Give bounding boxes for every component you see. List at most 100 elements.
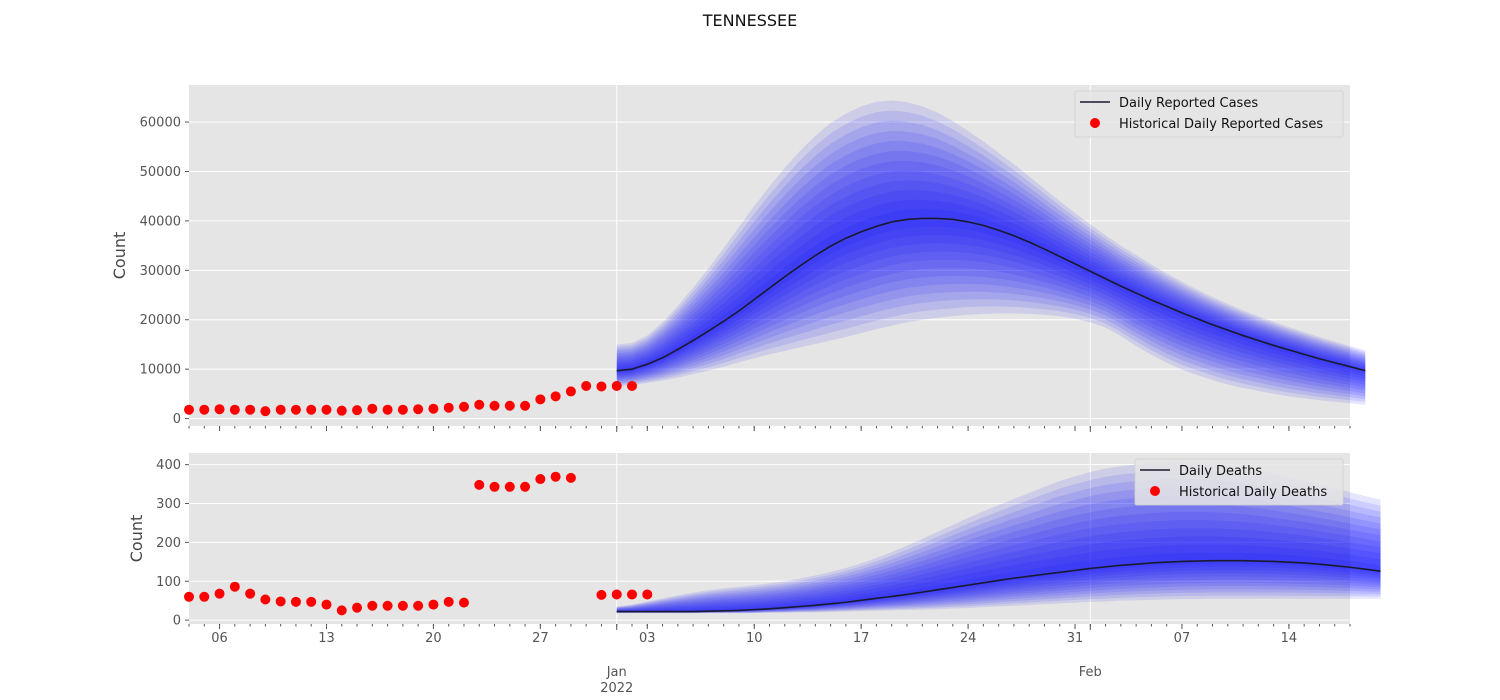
top-median-line: [616, 217, 1366, 372]
top-forecast-band: [616, 130, 1366, 397]
top-panel: 0 10000 20000 30000 40000 50000 60000 Count Da…: [110, 85, 1366, 432]
top-forecast-band: [616, 180, 1366, 383]
bottom-legend-box: [1134, 458, 1344, 506]
top-historical-point: [184, 404, 194, 415]
bot-historical-point: [474, 479, 485, 490]
bot-historical-point: [565, 472, 576, 483]
top-historical-point: [520, 400, 531, 411]
top-historical-point: [321, 404, 332, 415]
top-historical-point: [245, 404, 256, 415]
top-historical-point: [199, 404, 210, 415]
bot-forecast-band: [616, 536, 1381, 612]
bot-historical-point: [550, 471, 561, 482]
bot-historical-point: [642, 589, 653, 600]
top-historical-point: [535, 394, 546, 405]
top-y-tick-label: 10000: [140, 363, 181, 378]
top-historical-point: [581, 380, 592, 391]
bot-historical-point: [214, 588, 225, 599]
top-y-axis-label: Count: [110, 232, 129, 280]
bot-forecast-band: [616, 528, 1381, 613]
bot-historical-point: [275, 596, 286, 607]
month-label: Jan: [606, 665, 627, 680]
bot-historical-point: [306, 596, 317, 607]
bot-historical-point: [428, 599, 439, 610]
top-historical-point: [458, 401, 469, 412]
top-historical-point: [428, 403, 439, 414]
bottom-panel: 0 100 200 300 400 06 13 20 27 03 10 17 24 31 07 14 Cou…: [127, 453, 1381, 646]
month-label: Feb: [1079, 665, 1102, 680]
x-tick-label: 13: [318, 631, 335, 646]
bot-forecast-band: [616, 478, 1381, 613]
top-historical-points: [184, 380, 638, 417]
bottom-historical-points: [184, 471, 653, 616]
bot-historical-point: [520, 481, 531, 492]
top-legend-box: [1074, 90, 1344, 138]
top-forecast-band: [616, 140, 1366, 394]
bot-historical-point: [535, 474, 546, 485]
top-y-tick-label: 0: [173, 412, 181, 427]
top-forecast-band: [616, 110, 1366, 402]
bot-y-tick-label: 400: [156, 458, 181, 473]
bot-forecast-band: [616, 470, 1381, 613]
top-y-tick-label: 30000: [140, 264, 181, 279]
top-historical-point: [367, 403, 378, 414]
top-historical-point: [382, 404, 393, 415]
top-forecast-band: [616, 199, 1366, 377]
top-y-tick-label: 50000: [140, 165, 181, 180]
bottom-y-ticks: 0 100 200 300 400: [156, 458, 189, 629]
top-legend: Daily Reported Cases Historical Daily Re…: [1074, 90, 1344, 138]
top-historical-point: [627, 380, 638, 391]
top-historical-point: [306, 404, 317, 415]
bottom-forecast-line: [616, 559, 1381, 613]
x-tick-label: 20: [425, 631, 442, 646]
x-tick-label: 27: [532, 631, 549, 646]
top-y-ticks: 0 10000 20000 30000 40000 50000 60000: [140, 116, 189, 427]
bot-historical-point: [627, 589, 638, 600]
top-historical-point: [489, 400, 500, 411]
top-legend-dot-swatch: [1090, 118, 1100, 128]
top-historical-point: [229, 404, 240, 415]
bottom-legend-forecast-label: Daily Deaths: [1179, 464, 1262, 479]
top-historical-point: [290, 404, 301, 415]
top-legend-forecast-label: Daily Reported Cases: [1119, 96, 1258, 111]
bot-y-tick-label: 0: [173, 614, 181, 629]
top-y-tick-label: 40000: [140, 214, 181, 229]
bottom-legend-historical-label: Historical Daily Deaths: [1179, 485, 1327, 500]
bot-historical-point: [367, 600, 378, 611]
bot-historical-point: [199, 591, 210, 602]
bot-historical-point: [443, 596, 454, 607]
top-historical-point: [443, 402, 454, 413]
top-historical-point: [260, 406, 271, 417]
bottom-legend-dot-swatch: [1150, 486, 1160, 496]
figure-title: TENNESSEE: [702, 11, 797, 30]
top-forecast-line: [616, 217, 1366, 372]
bot-y-tick-label: 100: [156, 575, 181, 590]
bot-y-tick-label: 300: [156, 497, 181, 512]
bottom-forecast-bands: [616, 462, 1381, 614]
top-historical-point: [565, 386, 576, 397]
x-tick-label: 07: [1174, 631, 1191, 646]
bot-y-tick-label: 200: [156, 536, 181, 551]
top-historical-point: [275, 404, 286, 415]
bot-forecast-band: [616, 511, 1381, 613]
top-historical-point: [397, 404, 408, 415]
bot-historical-point: [382, 600, 393, 611]
x-tick-label: 14: [1281, 631, 1298, 646]
bot-historical-point: [260, 594, 271, 605]
top-historical-point: [413, 404, 424, 415]
top-forecast-band: [616, 150, 1366, 391]
bot-historical-point: [184, 591, 194, 602]
top-historical-point: [504, 400, 515, 411]
top-legend-historical-label: Historical Daily Reported Cases: [1119, 117, 1323, 132]
bot-historical-point: [458, 597, 469, 608]
top-historical-point: [596, 381, 607, 392]
bottom-y-axis-label: Count: [127, 515, 146, 563]
top-x-ticks: [188, 426, 1351, 432]
top-historical-point: [611, 380, 622, 391]
bot-historical-point: [290, 596, 301, 607]
top-historical-point: [352, 405, 363, 416]
bottom-legend: Daily Deaths Historical Daily Deaths: [1134, 458, 1344, 506]
x-tick-label: 03: [639, 631, 656, 646]
